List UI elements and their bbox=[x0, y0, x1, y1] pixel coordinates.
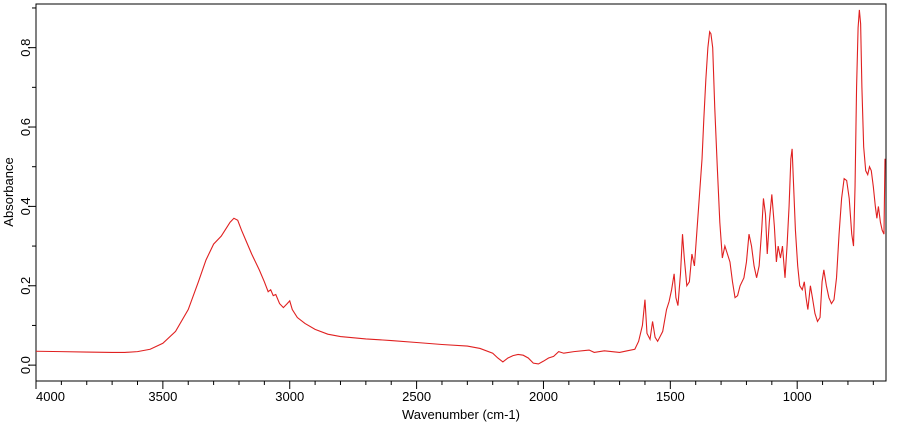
x-axis-title: Wavenumber (cm-1) bbox=[402, 407, 520, 422]
y-tick-label: 0.0 bbox=[18, 356, 33, 374]
y-tick-label: 0.6 bbox=[18, 118, 33, 136]
plot-area-frame bbox=[35, 3, 887, 382]
absorbance-series-line bbox=[35, 9, 886, 365]
y-tick-label: 0.2 bbox=[18, 277, 33, 295]
y-axis-ticks: 0.0 0.2 0.4 0.6 0.8 bbox=[18, 7, 36, 374]
x-tick-label: 1000 bbox=[783, 389, 812, 404]
x-axis-ticks: 4000 3500 3000 2500 2000 1500 1000 bbox=[35, 381, 874, 404]
y-axis-title: Absorbance bbox=[1, 157, 16, 226]
y-tick-label: 0.4 bbox=[18, 197, 33, 215]
x-tick-label: 2000 bbox=[529, 389, 558, 404]
x-tick-label: 3000 bbox=[275, 389, 304, 404]
x-tick-label: 2500 bbox=[402, 389, 431, 404]
x-tick-label: 1500 bbox=[656, 389, 685, 404]
x-tick-label: 3500 bbox=[148, 389, 177, 404]
x-tick-label: 4000 bbox=[36, 389, 65, 404]
y-tick-label: 0.8 bbox=[18, 39, 33, 57]
